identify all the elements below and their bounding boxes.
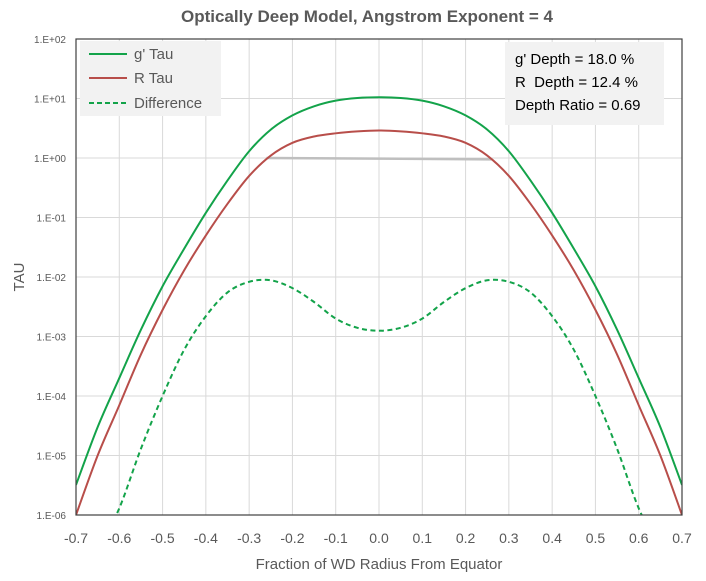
legend: g' Tau R Tau Difference (80, 41, 221, 116)
y-tick-label: 1.E-03 (37, 333, 67, 344)
x-tick-labels: -0.7 -0.6 -0.5 -0.4 -0.3 -0.2 -0.1 0.0 0.1 0.2 0.3… (64, 530, 692, 546)
y-axis-label: TAU (11, 263, 28, 292)
series-lines (76, 96, 682, 515)
x-tick-label: 0.4 (542, 530, 562, 546)
x-tick-label: 0.1 (413, 530, 433, 546)
y-tick-label: 1.E-02 (37, 273, 67, 284)
legend-label-difference: Difference (134, 95, 202, 112)
y-tick-label: 1.E-01 (37, 214, 67, 225)
plot-border (75, 38, 683, 516)
x-tick-label: 0.0 (369, 530, 389, 546)
x-tick-label: -0.7 (64, 530, 88, 546)
annotation-background (505, 42, 664, 125)
g-tau-line (76, 96, 682, 486)
annotation-r-depth: R Depth = 12.4 % (515, 74, 638, 91)
y-tick-label: 1.E-04 (37, 392, 67, 403)
x-tick-label: 0.7 (672, 530, 692, 546)
x-tick-label: -0.6 (107, 530, 131, 546)
y-tick-labels: 1.E-06 1.E-05 1.E-04 1.E-03 1.E-02 1.E-01 1.E+… (34, 35, 66, 522)
annotation-g-depth: g' Depth = 18.0 % (515, 51, 634, 68)
chart-title: Optically Deep Model, Angstrom Exponent … (181, 7, 554, 26)
y-tick-label: 1.E+01 (34, 95, 66, 106)
x-tick-label: 0.5 (586, 530, 606, 546)
difference-line (115, 278, 643, 515)
legend-label-r-tau: R Tau (134, 70, 173, 87)
x-tick-label: -0.5 (151, 530, 175, 546)
y-tick-label: 1.E+02 (34, 35, 66, 46)
y-tick-label: 1.E-06 (37, 511, 67, 522)
x-tick-label: 0.2 (456, 530, 476, 546)
annotation-depth-ratio: Depth Ratio = 0.69 (515, 97, 641, 114)
legend-label-g-tau: g' Tau (134, 46, 173, 63)
x-tick-label: -0.1 (324, 530, 348, 546)
y-tick-label: 1.E-05 (37, 452, 67, 463)
annotation-box: g' Depth = 18.0 % R Depth = 12.4 % Depth… (505, 42, 664, 125)
x-axis-label: Fraction of WD Radius From Equator (256, 556, 503, 573)
x-tick-label: 0.3 (499, 530, 519, 546)
x-tick-label: -0.4 (194, 530, 218, 546)
depth-reference-line (266, 156, 492, 161)
r-tau-line (76, 129, 682, 515)
y-tick-label: 1.E+00 (34, 154, 66, 165)
x-tick-label: -0.3 (237, 530, 261, 546)
x-tick-label: -0.2 (280, 530, 304, 546)
x-tick-label: 0.6 (629, 530, 649, 546)
